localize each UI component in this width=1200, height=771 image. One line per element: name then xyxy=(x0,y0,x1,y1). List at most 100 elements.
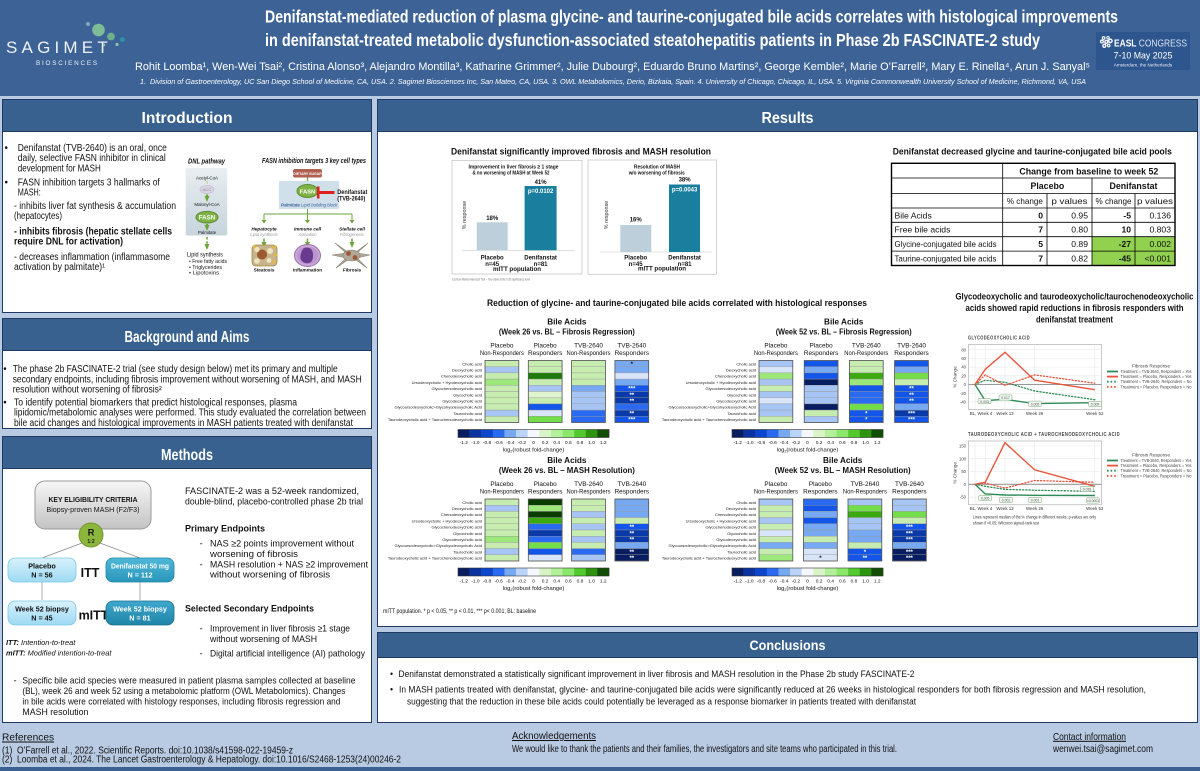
svg-text:Denifanstat (TVB-2640) is an o: Denifanstat (TVB-2640) is an oral, once xyxy=(18,143,167,154)
svg-text:log2(robust fold-change): log2(robust fold-change) xyxy=(503,448,565,454)
svg-text:TVB-2640: TVB-2640 xyxy=(851,481,880,488)
svg-text:0: 0 xyxy=(532,579,535,585)
svg-text:BL, Week 4: BL, Week 4 xyxy=(970,506,993,511)
svg-text:Inflammation: Inflammation xyxy=(293,268,322,273)
svg-text:Lipid synthesis: Lipid synthesis xyxy=(187,252,224,259)
svg-text:Denifanstat: Denifanstat xyxy=(1110,181,1158,191)
svg-text:Selected Secondary Endpoints: Selected Secondary Endpoints xyxy=(185,604,314,615)
svg-text:0.136: 0.136 xyxy=(1149,210,1171,220)
svg-text:TVB-2640: TVB-2640 xyxy=(852,343,881,350)
svg-text:Responders: Responders xyxy=(615,489,649,496)
svg-text:Glycocholic acid: Glycocholic acid xyxy=(453,392,482,397)
svg-text:Non-Responders: Non-Responders xyxy=(843,489,887,496)
svg-text:**: ** xyxy=(909,387,914,393)
svg-text:-50: -50 xyxy=(960,495,967,500)
svg-text:Glycochenodeoxycholic acid: Glycochenodeoxycholic acid xyxy=(432,386,482,391)
svg-text:0.005: 0.005 xyxy=(1031,402,1040,406)
svg-text:log2(robust fold-change): log2(robust fold-change) xyxy=(777,448,839,454)
svg-text:in denifanstat-treated metabol: in denifanstat-treated metabolic dysfunc… xyxy=(265,30,1040,50)
svg-text:-1.0: -1.0 xyxy=(745,579,754,585)
svg-text:0.017: 0.017 xyxy=(1001,396,1010,400)
svg-text:0.8: 0.8 xyxy=(577,440,584,446)
svg-text:Taurocholic acid: Taurocholic acid xyxy=(727,549,756,554)
svg-text:0: 0 xyxy=(964,382,967,387)
svg-text:Treatment = TVB-2640, Responde: Treatment = TVB-2640, Responders = Yes xyxy=(1121,369,1192,374)
svg-text:-: - xyxy=(200,648,203,659)
svg-text:10: 10 xyxy=(1121,225,1131,235)
svg-text:Treatment = Placebo, Responder: Treatment = Placebo, Responders = No xyxy=(1121,473,1193,478)
svg-text:(Week 26 vs. BL – MASH Resolut: (Week 26 vs. BL – MASH Resolution) xyxy=(499,466,635,475)
svg-text:Acknowledgements: Acknowledgements xyxy=(512,731,596,742)
svg-text:20: 20 xyxy=(961,373,966,378)
svg-text:-0.4: -0.4 xyxy=(506,579,515,585)
svg-text:Non-Responders: Non-Responders xyxy=(480,489,524,496)
svg-text:(hepatocytes): (hepatocytes) xyxy=(14,211,62,222)
svg-text:1.0: 1.0 xyxy=(588,579,595,585)
svg-text:•: • xyxy=(5,178,9,189)
svg-text:0.4: 0.4 xyxy=(553,440,560,446)
svg-text:FASCINATE-2 was a 52-week rand: FASCINATE-2 was a 52-week randomized, xyxy=(185,485,359,496)
svg-text:p values: p values xyxy=(1052,196,1088,206)
svg-text:38%: 38% xyxy=(679,177,692,183)
svg-text:***: *** xyxy=(628,387,636,393)
svg-text:0: 0 xyxy=(806,440,809,446)
svg-text:without worsening of MASH: without worsening of MASH xyxy=(209,633,317,644)
svg-text:0.4: 0.4 xyxy=(827,440,834,446)
svg-text:Denifanstat significantly impr: Denifanstat significantly improved fibro… xyxy=(451,146,711,157)
svg-text:(Week 52 vs. BL – MASH Resolut: (Week 52 vs. BL – MASH Resolution) xyxy=(775,466,911,475)
svg-text:• Lipotoxins: • Lipotoxins xyxy=(189,271,219,277)
svg-text:p values: p values xyxy=(1137,196,1173,206)
svg-text:**: ** xyxy=(629,556,634,562)
svg-text:Cochran-Mantel-Haenszel Test –: Cochran-Mantel-Haenszel Test – Two-sided… xyxy=(452,278,530,282)
svg-text:0: 0 xyxy=(1038,210,1043,220)
svg-text:Chenodeoxycholic acid: Chenodeoxycholic acid xyxy=(715,512,756,517)
svg-text:The phase 2b FASCINATE-2 trial: The phase 2b FASCINATE-2 trial (see stud… xyxy=(13,364,338,375)
svg-text:Placebo: Placebo xyxy=(534,343,558,350)
svg-text:Glycocholic acid: Glycocholic acid xyxy=(453,531,482,536)
svg-text:7: 7 xyxy=(1038,253,1043,263)
svg-text:0.2: 0.2 xyxy=(816,440,823,446)
svg-text:mITT: Modified intention-to-tr: mITT: Modified intention-to-treat xyxy=(6,649,112,658)
svg-text:n=81: n=81 xyxy=(678,262,693,268)
svg-text:ACC: ACC xyxy=(203,187,212,192)
svg-text:Denifanstat decreased glycine: Denifanstat decreased glycine and taurin… xyxy=(893,146,1172,157)
svg-text:% Change: % Change xyxy=(953,366,958,388)
svg-text:Glycocholic acid: Glycocholic acid xyxy=(727,392,756,397)
svg-text:-0.2: -0.2 xyxy=(518,579,527,585)
svg-text:**: ** xyxy=(629,538,634,544)
svg-text:Deoxycholic acid: Deoxycholic acid xyxy=(726,368,756,373)
svg-text:50: 50 xyxy=(961,469,966,474)
svg-text:Glycodeoxycholic acid: Glycodeoxycholic acid xyxy=(716,537,756,542)
svg-text:N = 81: N = 81 xyxy=(129,614,150,623)
svg-text:Placebo: Placebo xyxy=(28,562,56,571)
svg-text:0.009: 0.009 xyxy=(1091,403,1100,407)
svg-text:Conclusions: Conclusions xyxy=(750,638,826,653)
svg-text:Taurodeoxycholic acid + Tauroc: Taurodeoxycholic acid + Taurochenodeoxyc… xyxy=(662,417,756,422)
svg-text:Acetyl-CoA: Acetyl-CoA xyxy=(196,176,218,181)
svg-text:Responders: Responders xyxy=(615,350,649,357)
svg-text:**: ** xyxy=(629,525,634,531)
svg-text:Specific bile acid species wer: Specific bile acid species were measured… xyxy=(22,674,355,685)
svg-text:Week 52 biopsy: Week 52 biopsy xyxy=(15,605,69,614)
svg-text:% change: % change xyxy=(1096,196,1132,206)
svg-text:Biopsy-proven MASH (F2/F3): Biopsy-proven MASH (F2/F3) xyxy=(47,506,140,514)
svg-text:-0.4: -0.4 xyxy=(780,579,789,585)
svg-text:shown if <0.05; Wilcoxon signe: shown if <0.05; Wilcoxon signed-rank tes… xyxy=(973,521,1040,526)
svg-text:Bile Acids: Bile Acids xyxy=(547,456,587,465)
svg-text:TVB-2640: TVB-2640 xyxy=(897,343,926,350)
svg-text:***: *** xyxy=(906,525,914,531)
svg-text:Primary Endpoints: Primary Endpoints xyxy=(185,524,265,535)
svg-text:Glycodeoxycholic acid: Glycodeoxycholic acid xyxy=(442,399,482,404)
svg-text:0.002: 0.002 xyxy=(1149,239,1171,249)
svg-text:1.2: 1.2 xyxy=(600,579,607,585)
svg-text:5: 5 xyxy=(1038,239,1043,249)
svg-text:•: • xyxy=(3,397,7,408)
svg-text:daily, selective FASN inhibito: daily, selective FASN inhibitor in clini… xyxy=(18,153,166,164)
svg-text:n=45: n=45 xyxy=(485,262,500,268)
svg-text:N = 112: N = 112 xyxy=(128,571,153,580)
svg-text:Taurocholic acid: Taurocholic acid xyxy=(727,411,756,416)
svg-text:Cholic acid: Cholic acid xyxy=(736,500,756,505)
svg-text:MASH:: MASH: xyxy=(18,188,41,199)
svg-text:Change from baseline to week 5: Change from baseline to week 52 xyxy=(1019,166,1158,176)
svg-text:Lipid synthesis: Lipid synthesis xyxy=(250,232,278,237)
